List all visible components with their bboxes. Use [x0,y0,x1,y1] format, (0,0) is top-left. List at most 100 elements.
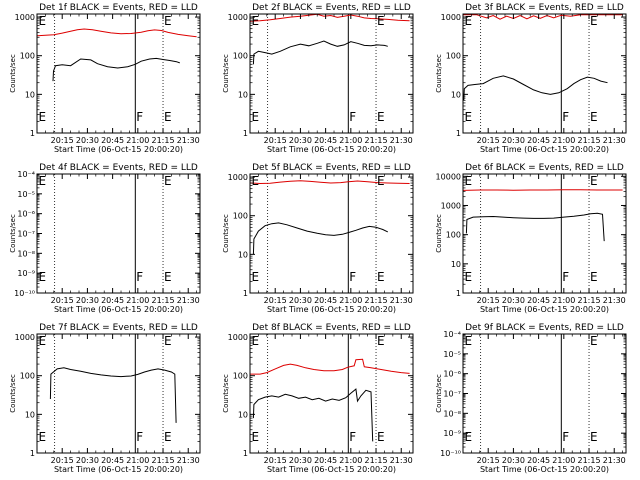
time-marker-label: E [39,110,47,124]
x-tick-label: 20:30 [502,136,525,145]
panel-title: Det 7f BLACK = Events, RED = LLD [39,323,198,333]
y-tick-label: 10000 [436,172,461,181]
x-tick-label: 21:15 [151,136,174,145]
time-marker-label: F [562,430,569,444]
x-tick-label: 20:45 [101,456,124,465]
time-marker-label: E [377,174,385,188]
time-marker-label: E [252,430,260,444]
y-tick-label: 10⁻⁹ [17,269,35,278]
y-tick-label: 1 [243,289,248,298]
panel-title: Det 6f BLACK = Events, RED = LLD [465,163,624,173]
x-tick-label: 20:15 [264,456,287,465]
y-axis-label: Counts/sec [9,54,17,93]
y-tick-label: 10⁻⁵ [443,350,461,359]
panel-title: Det 3f BLACK = Events, RED = LLD [465,3,624,13]
plot-frame [249,13,414,134]
y-tick-label: 10⁻¹⁰ [14,289,35,298]
x-tick-label: 21:00 [126,136,149,145]
y-tick-label: 10⁻⁸ [17,249,35,258]
x-tick-label: 20:45 [527,296,550,305]
time-marker-label: F [136,270,143,284]
x-tick-label: 20:30 [76,296,99,305]
x-axis-label: Start Time (06-Oct-15 20:00:20) [480,305,609,314]
time-marker-label: E [39,334,47,348]
y-tick-label: 10 [238,410,248,419]
series-line-black [49,367,177,423]
x-tick-label: 21:00 [126,296,149,305]
time-marker-label: E [590,334,598,348]
x-tick-label: 21:30 [390,136,413,145]
y-tick-label: 1 [243,129,248,138]
time-marker-label: E [39,174,47,188]
time-marker-label: E [164,14,172,28]
panel-title: Det 8f BLACK = Events, RED = LLD [252,323,411,333]
panel-title: Det 9f BLACK = Events, RED = LLD [465,323,624,333]
x-tick-label: 20:30 [289,136,312,145]
x-tick-label: 20:45 [527,136,550,145]
y-tick-label: 100 [20,372,35,381]
x-tick-label: 21:00 [552,136,575,145]
y-axis-label: Counts/sec [9,214,17,253]
x-tick-label: 21:15 [577,296,600,305]
time-marker-label: E [465,270,473,284]
panel-title: Det 1f BLACK = Events, RED = LLD [39,3,198,13]
y-axis-label: Counts/sec [222,54,230,93]
x-tick-label: 21:15 [364,456,387,465]
time-marker-label: F [349,270,356,284]
series-line-black [252,388,374,442]
time-marker-label: F [562,110,569,124]
x-tick-label: 21:15 [364,296,387,305]
y-tick-label: 1000 [228,333,248,342]
y-tick-label: 1000 [441,13,461,22]
x-tick-label: 21:00 [126,456,149,465]
x-tick-label: 20:15 [264,136,287,145]
time-marker-label: E [465,110,473,124]
panel-8: Det 8f BLACK = Events, RED = LLD 1 10 100 10… [222,323,414,474]
series-line-red [463,14,623,20]
time-marker-label: E [39,14,47,28]
x-tick-label: 21:30 [177,136,200,145]
time-marker-label: E [590,110,598,124]
x-tick-label: 20:30 [289,296,312,305]
y-tick-label: 100 [233,212,248,221]
time-marker-label: E [39,270,47,284]
y-tick-label: 10 [451,90,461,99]
y-tick-label: 100 [20,52,35,61]
x-axis-label: Start Time (06-Oct-15 20:00:20) [480,145,609,154]
time-marker-label: E [590,430,598,444]
x-tick-label: 21:30 [177,456,200,465]
time-marker-label: E [590,14,598,28]
time-marker-label: E [465,174,473,188]
x-tick-label: 21:30 [603,456,626,465]
time-marker-label: E [377,270,385,284]
y-tick-label: 1000 [228,13,248,22]
y-tick-label: 100 [446,231,461,240]
panel-title: Det 2f BLACK = Events, RED = LLD [252,3,411,13]
y-tick-label: 10⁻⁸ [443,409,461,418]
x-tick-label: 20:30 [289,456,312,465]
plot-frame [249,333,414,454]
x-tick-label: 20:45 [314,296,337,305]
time-marker-label: E [590,270,598,284]
y-tick-label: 1 [243,449,248,458]
x-tick-label: 21:15 [151,456,174,465]
y-tick-label: 10⁻⁷ [17,230,35,239]
time-marker-label: E [252,270,260,284]
plot-area [463,14,623,133]
time-marker-label: E [465,430,473,444]
x-tick-label: 21:30 [603,136,626,145]
y-tick-label: 1000 [15,13,35,22]
series-line-red [250,358,410,375]
x-tick-label: 20:30 [502,456,525,465]
x-axis-label: Start Time (06-Oct-15 20:00:20) [54,305,183,314]
y-tick-label: 1 [30,129,35,138]
y-tick-label: 10⁻⁴ [17,170,35,179]
x-tick-label: 20:45 [101,136,124,145]
plot-frame [462,333,627,454]
time-marker-label: E [377,334,385,348]
time-marker-label: E [164,334,172,348]
time-marker-label: F [562,270,569,284]
panel-7: Det 7f BLACK = Events, RED = LLD 1 10 100 10… [9,323,201,474]
plot-area [250,174,410,293]
